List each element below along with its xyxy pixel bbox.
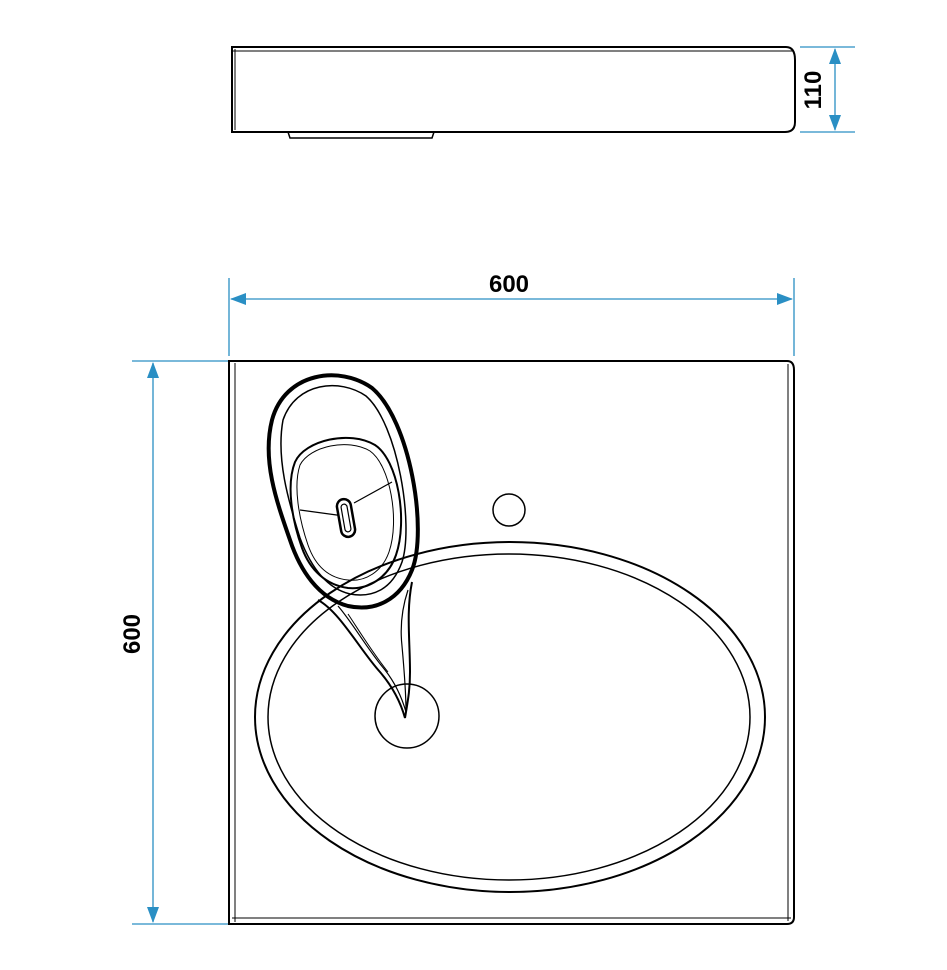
faucet-center-pin-inner	[340, 503, 352, 533]
tap-hole	[492, 493, 526, 527]
dimension-height: 110	[800, 46, 855, 133]
width-label: 600	[489, 271, 529, 298]
depth-label: 600	[119, 614, 146, 654]
faucet-body-outer	[266, 373, 420, 610]
dimension-depth: 600	[119, 360, 228, 925]
height-label: 110	[800, 71, 827, 110]
top-view-slab	[228, 360, 795, 925]
basin-inner-rim	[267, 553, 751, 881]
side-view-body	[231, 46, 796, 133]
faucet-handle-plate	[289, 436, 403, 590]
faucet-handle-plate-inner	[296, 444, 395, 581]
dimension-width: 600	[228, 271, 795, 356]
arrowhead-down	[829, 115, 841, 131]
arrowhead-up	[829, 48, 841, 64]
basin-outer-rim	[254, 541, 766, 893]
lever-line-left	[299, 509, 345, 517]
arrowhead-left	[230, 293, 246, 305]
faucet-spout-highlight	[347, 613, 389, 673]
side-view-drain-base	[287, 131, 435, 139]
arrowhead-depth-down	[147, 907, 159, 923]
faucet-spout	[317, 581, 413, 719]
faucet	[266, 373, 420, 719]
top-view	[228, 360, 795, 925]
lever-line-right	[353, 481, 393, 504]
side-view	[231, 46, 796, 139]
drain-hole	[374, 683, 440, 749]
arrowhead-depth-up	[147, 362, 159, 378]
faucet-spout-inner	[337, 589, 409, 713]
arrowhead-right	[777, 293, 793, 305]
